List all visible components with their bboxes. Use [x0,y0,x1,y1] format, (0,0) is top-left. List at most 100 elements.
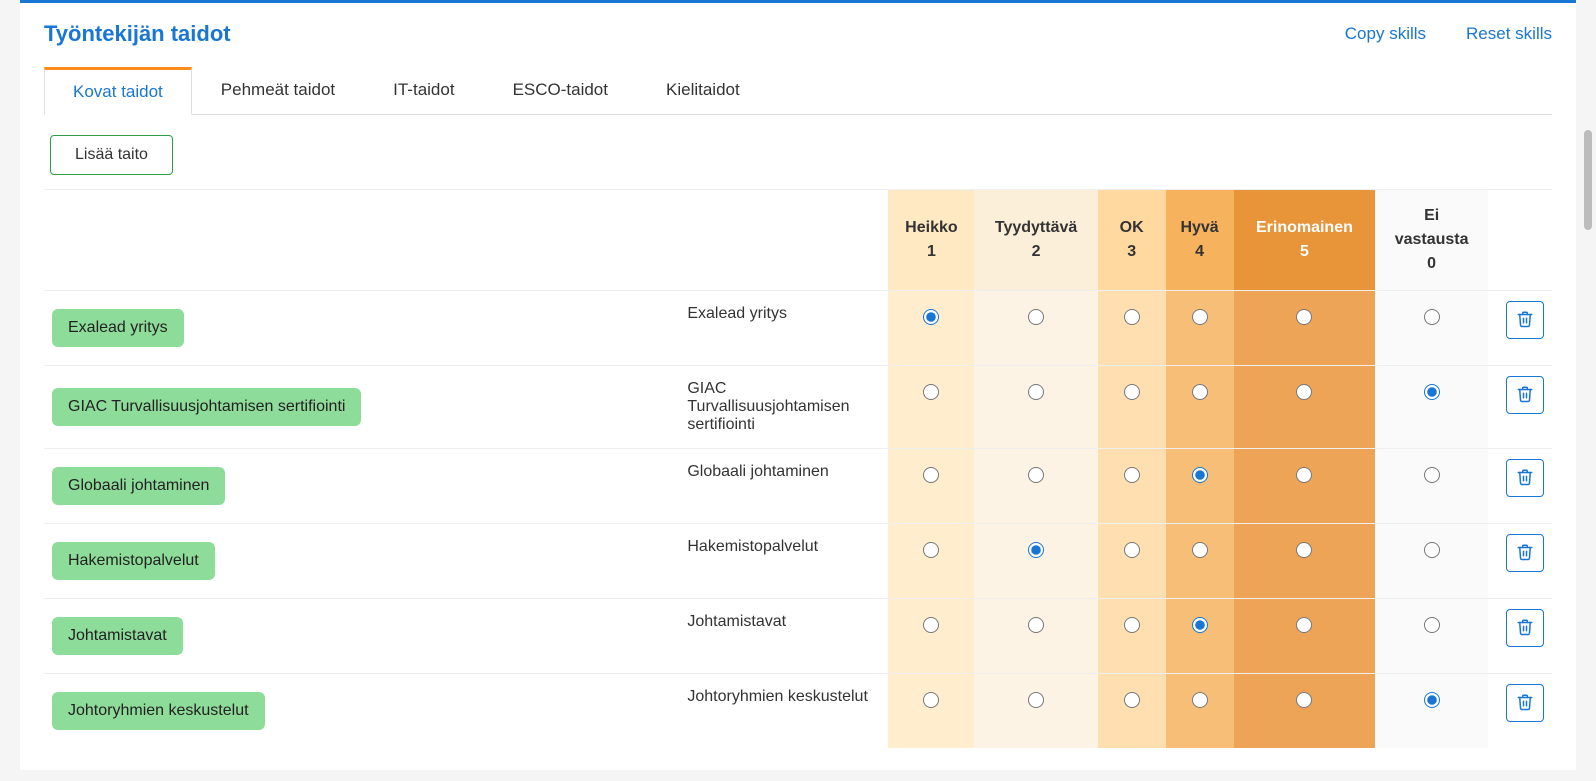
trash-icon [1516,693,1534,714]
rating-cell-5 [1375,291,1488,366]
skill-badge[interactable]: GIAC Turvallisuusjohtamisen sertifiointi [52,388,361,426]
tab-4[interactable]: Kielitaidot [637,67,769,115]
rating-cell-5 [1375,524,1488,599]
rating-radio[interactable] [1124,467,1140,483]
rating-radio[interactable] [1028,384,1044,400]
rating-cell-5 [1375,599,1488,674]
rating-radio[interactable] [1192,309,1208,325]
copy-skills-link[interactable]: Copy skills [1345,24,1426,44]
skill-label: Johtoryhmien keskustelut [677,674,888,749]
rating-radio[interactable] [1124,617,1140,633]
rating-cell-3 [1166,674,1234,749]
delete-cell [1488,524,1552,599]
rating-cell-0 [888,366,974,449]
rating-radio[interactable] [1028,692,1044,708]
rating-radio[interactable] [923,692,939,708]
add-skill-button[interactable]: Lisää taito [50,135,173,175]
tab-1[interactable]: Pehmeät taidot [192,67,364,115]
rating-radio[interactable] [1296,617,1312,633]
skill-badge[interactable]: Johtoryhmien keskustelut [52,692,265,730]
rating-radio[interactable] [923,309,939,325]
delete-button[interactable] [1506,534,1544,572]
rating-cell-2 [1098,524,1166,599]
skill-label: Globaali johtaminen [677,449,888,524]
rating-cell-4 [1234,366,1376,449]
rating-radio[interactable] [1192,542,1208,558]
rating-cell-1 [974,524,1097,599]
rating-cell-1 [974,674,1097,749]
rating-radio[interactable] [923,542,939,558]
skill-label: Johtamistavat [677,599,888,674]
rating-radio[interactable] [1424,542,1440,558]
delete-button[interactable] [1506,684,1544,722]
column-header-0: Eivastausta0 [1375,190,1488,291]
delete-button[interactable] [1506,609,1544,647]
delete-cell [1488,291,1552,366]
rating-radio[interactable] [1192,467,1208,483]
rating-radio[interactable] [1296,384,1312,400]
rating-radio[interactable] [1192,384,1208,400]
rating-cell-3 [1166,449,1234,524]
delete-button[interactable] [1506,376,1544,414]
rating-radio[interactable] [1192,692,1208,708]
skill-label: Hakemistopalvelut [677,524,888,599]
rating-radio[interactable] [1124,692,1140,708]
column-header-3: OK3 [1098,190,1166,291]
rating-radio[interactable] [1028,467,1044,483]
rating-cell-5 [1375,366,1488,449]
rating-radio[interactable] [1124,384,1140,400]
rating-radio[interactable] [1424,384,1440,400]
rating-radio[interactable] [923,617,939,633]
delete-button[interactable] [1506,459,1544,497]
table-row: GIAC Turvallisuusjohtamisen sertifiointi… [44,366,1552,449]
skills-card: Työntekijän taidot Copy skills Reset ski… [20,0,1576,770]
rating-radio[interactable] [1028,309,1044,325]
tab-2[interactable]: IT-taidot [364,67,483,115]
rating-cell-0 [888,599,974,674]
tab-3[interactable]: ESCO-taidot [484,67,637,115]
tab-0[interactable]: Kovat taidot [44,67,192,115]
rating-radio[interactable] [1296,692,1312,708]
rating-radio[interactable] [1028,542,1044,558]
column-header-4: Hyvä4 [1166,190,1234,291]
rating-radio[interactable] [1424,309,1440,325]
delete-cell [1488,599,1552,674]
rating-radio[interactable] [1424,467,1440,483]
rating-radio[interactable] [1124,309,1140,325]
delete-button[interactable] [1506,301,1544,339]
rating-radio[interactable] [1296,467,1312,483]
page-title: Työntekijän taidot [44,21,231,47]
rating-cell-4 [1234,524,1376,599]
tabs: Kovat taidotPehmeät taidotIT-taidotESCO-… [44,67,1552,115]
trash-icon [1516,310,1534,331]
rating-radio[interactable] [1424,617,1440,633]
rating-cell-5 [1375,449,1488,524]
delete-cell [1488,366,1552,449]
rating-radio[interactable] [1124,542,1140,558]
header-actions: Copy skills Reset skills [1345,24,1552,44]
rating-cell-4 [1234,449,1376,524]
delete-cell [1488,449,1552,524]
rating-radio[interactable] [1424,692,1440,708]
header-empty-label [677,190,888,291]
skill-badge[interactable]: Exalead yritys [52,309,184,347]
table-header-row: Heikko1Tyydyttävä2OK3Hyvä4Erinomainen5Ei… [44,190,1552,291]
card-header: Työntekijän taidot Copy skills Reset ski… [44,21,1552,47]
rating-cell-2 [1098,449,1166,524]
skill-badge[interactable]: Globaali johtaminen [52,467,225,505]
skill-badge[interactable]: Hakemistopalvelut [52,542,215,580]
reset-skills-link[interactable]: Reset skills [1466,24,1552,44]
column-header-1: Heikko1 [888,190,974,291]
skill-badge[interactable]: Johtamistavat [52,617,183,655]
rating-radio[interactable] [1028,617,1044,633]
skills-table: Heikko1Tyydyttävä2OK3Hyvä4Erinomainen5Ei… [44,190,1552,748]
rating-radio[interactable] [923,384,939,400]
rating-cell-5 [1375,674,1488,749]
table-row: Johtamistavat Johtamistavat [44,599,1552,674]
rating-cell-2 [1098,599,1166,674]
scrollbar[interactable] [1584,130,1592,230]
rating-radio[interactable] [1296,309,1312,325]
rating-radio[interactable] [1192,617,1208,633]
rating-radio[interactable] [923,467,939,483]
rating-radio[interactable] [1296,542,1312,558]
